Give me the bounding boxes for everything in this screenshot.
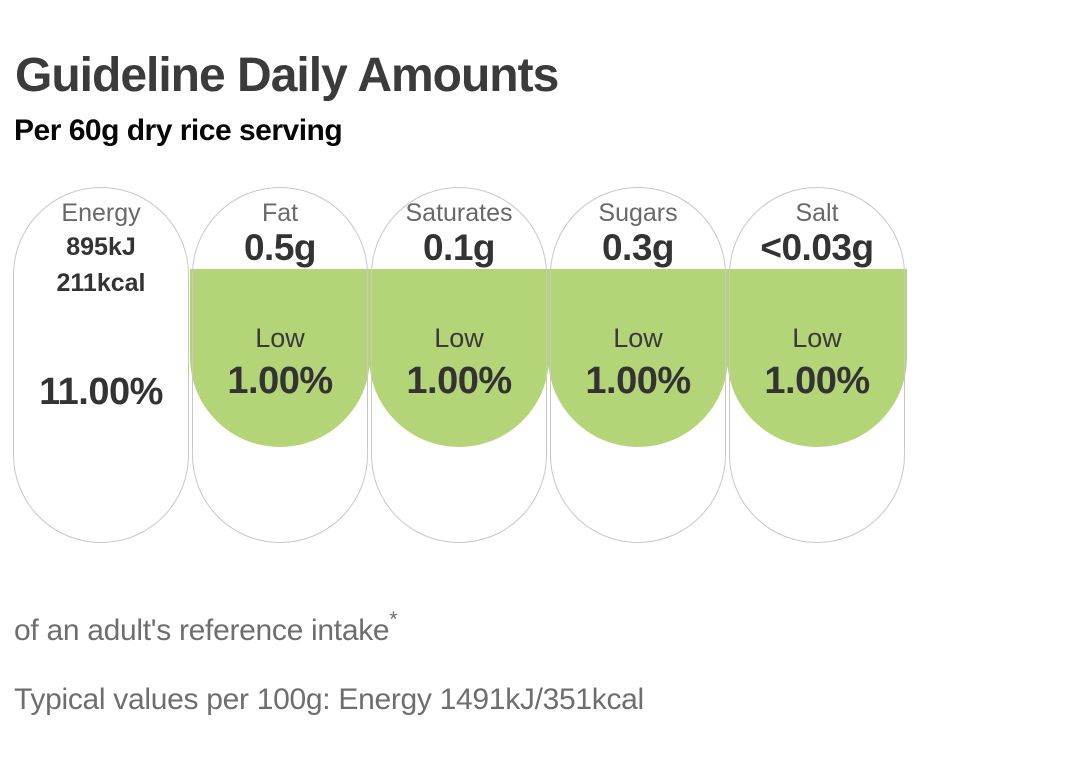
low-level-fill [548,269,728,447]
pill-salt-label: Salt [795,199,839,227]
pill-saturates-percent: 1.00% [406,360,512,402]
page-title: Guideline Daily Amounts [15,49,559,103]
pill-saturates-value: 0.1g [422,227,496,268]
pill-salt-value: <0.03g [760,227,874,268]
pill-sugars-rating: Low [613,323,663,353]
pill-sugars-percent: 1.00% [585,360,691,402]
pill-saturates-rating: Low [434,323,484,353]
pill-energy-percent: 11.00% [39,371,163,413]
pill-energy: Energy 895kJ 211kcal 11.00% [13,187,189,543]
pill-fat: Fat 0.5g Low 1.00% [190,187,370,543]
pill-saturates: Saturates 0.1g Low 1.00% [369,187,549,543]
pill-salt-rating: Low [792,323,842,353]
low-level-fill [727,269,907,447]
low-level-fill [190,269,370,447]
pill-fat-value: 0.5g [243,227,317,268]
footnote-text: of an adult's reference intake [14,614,390,647]
pill-energy-label: Energy [61,199,141,227]
footnote-asterisk: * [389,608,398,631]
reference-intake-footnote: of an adult's reference intake* [14,602,397,649]
pill-saturates-label: Saturates [405,199,513,227]
typical-values-line: Typical values per 100g: Energy 1491kJ/3… [14,683,644,716]
serving-subtitle: Per 60g dry rice serving [14,114,343,147]
pill-sugars-value: 0.3g [601,227,675,268]
pill-energy-kj: 895kJ [66,233,136,261]
low-level-fill [369,269,549,447]
pill-salt: Salt <0.03g Low 1.00% [727,187,907,543]
pill-energy-values: 895kJ 211kcal [13,229,189,301]
pill-sugars-label: Sugars [598,199,678,227]
pill-fat-rating: Low [255,323,305,353]
pill-energy-kcal: 211kcal [56,269,146,297]
pill-sugars: Sugars 0.3g Low 1.00% [548,187,728,543]
pill-fat-label: Fat [261,199,299,227]
pill-fat-percent: 1.00% [227,360,333,402]
gda-pills-row: Energy 895kJ 211kcal 11.00% Fat 0.5g Low… [13,187,907,543]
pill-salt-percent: 1.00% [764,360,870,402]
